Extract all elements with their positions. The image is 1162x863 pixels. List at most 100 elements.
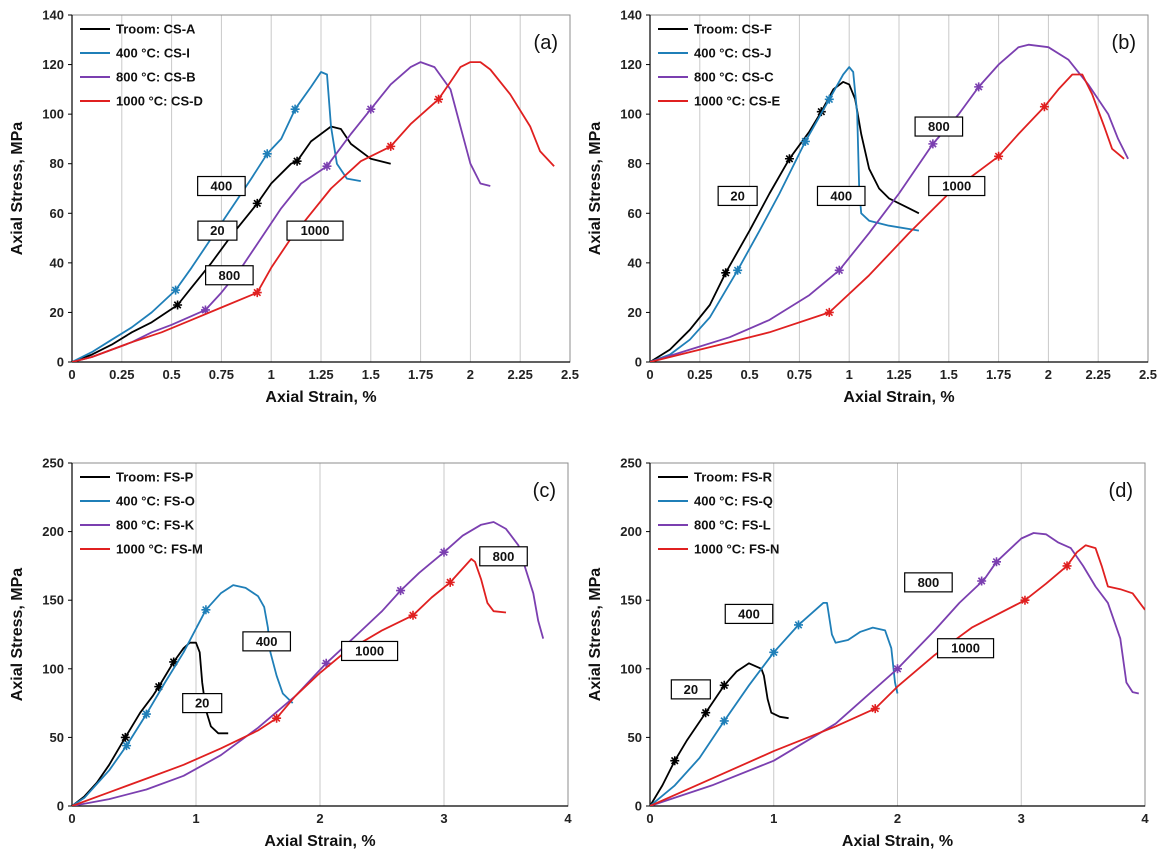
series-line-4 bbox=[72, 558, 507, 806]
data-marker bbox=[366, 104, 376, 114]
y-tick-label: 40 bbox=[628, 255, 642, 270]
data-marker bbox=[1020, 595, 1030, 605]
x-tick-label: 1 bbox=[192, 811, 199, 826]
y-tick-label: 250 bbox=[42, 456, 64, 471]
data-marker bbox=[120, 732, 130, 742]
data-marker bbox=[439, 547, 449, 557]
data-marker bbox=[141, 709, 151, 719]
data-marker bbox=[1062, 561, 1072, 571]
x-axis-title: Axial Strain, % bbox=[264, 833, 375, 850]
data-marker bbox=[769, 647, 779, 657]
y-axis-title: Axial Stress, MPa bbox=[9, 568, 26, 702]
annotation-label: 20 bbox=[195, 696, 209, 711]
x-tick-label: 2 bbox=[316, 811, 323, 826]
data-marker bbox=[173, 300, 183, 310]
data-marker bbox=[784, 154, 794, 164]
x-tick-label: 2 bbox=[467, 367, 474, 382]
data-marker bbox=[824, 94, 834, 104]
y-tick-label: 60 bbox=[50, 206, 64, 221]
data-marker bbox=[445, 577, 455, 587]
y-tick-label: 140 bbox=[620, 8, 642, 23]
annotation-box bbox=[197, 175, 246, 197]
series-line-4 bbox=[72, 61, 555, 362]
data-marker bbox=[719, 716, 729, 726]
legend-entry: 1000 °C: CS-D bbox=[116, 94, 203, 109]
annotation-label: 400 bbox=[738, 606, 760, 621]
x-tick-label: 1.5 bbox=[362, 367, 380, 382]
data-marker bbox=[794, 620, 803, 630]
y-axis-title: Axial Stress, MPa bbox=[587, 122, 604, 256]
series-line-4 bbox=[650, 73, 1125, 362]
series-line-3 bbox=[72, 521, 545, 806]
x-tick-label: 1 bbox=[846, 367, 853, 382]
annotation-box bbox=[286, 220, 344, 241]
y-tick-label: 60 bbox=[628, 206, 642, 221]
data-marker bbox=[870, 704, 880, 714]
panel-label: (d) bbox=[1109, 480, 1133, 502]
annotation-label: 1000 bbox=[951, 641, 980, 656]
data-marker bbox=[252, 288, 262, 298]
annotation-label: 1000 bbox=[355, 643, 384, 658]
data-marker bbox=[824, 307, 834, 317]
annotation-box bbox=[182, 692, 223, 714]
y-tick-label: 150 bbox=[42, 593, 64, 608]
y-tick-label: 80 bbox=[628, 156, 642, 171]
x-tick-label: 3 bbox=[440, 811, 447, 826]
legend-entry: 1000 °C: FS-M bbox=[116, 542, 203, 557]
data-marker bbox=[994, 151, 1004, 161]
annotation-label: 800 bbox=[918, 575, 940, 590]
data-marker bbox=[977, 576, 987, 586]
annotation-label: 400 bbox=[211, 179, 233, 194]
y-tick-label: 0 bbox=[57, 355, 64, 370]
series-line-3 bbox=[650, 532, 1139, 806]
x-tick-label: 0.5 bbox=[741, 367, 759, 382]
annotation-label: 800 bbox=[219, 268, 241, 283]
annotation-box bbox=[205, 265, 254, 286]
data-marker bbox=[408, 610, 418, 620]
y-tick-label: 20 bbox=[50, 305, 64, 320]
x-tick-label: 4 bbox=[564, 811, 572, 826]
y-tick-label: 120 bbox=[42, 57, 64, 72]
data-marker bbox=[893, 664, 902, 674]
panel-label: (b) bbox=[1112, 32, 1136, 54]
y-tick-label: 200 bbox=[42, 524, 64, 539]
x-tick-label: 0 bbox=[68, 367, 75, 382]
data-marker bbox=[272, 713, 282, 723]
data-marker bbox=[701, 708, 711, 718]
y-axis-title: Axial Stress, MPa bbox=[587, 568, 604, 702]
y-tick-label: 120 bbox=[620, 57, 642, 72]
annotation-label: 400 bbox=[830, 188, 852, 203]
y-tick-label: 0 bbox=[57, 799, 64, 814]
legend-entry: 400 °C: CS-J bbox=[694, 46, 771, 61]
data-marker bbox=[800, 136, 810, 146]
legend-entry: 400 °C: FS-O bbox=[116, 494, 195, 509]
y-tick-label: 150 bbox=[620, 593, 642, 608]
x-tick-label: 2 bbox=[1045, 367, 1052, 382]
x-tick-label: 2.25 bbox=[1086, 367, 1111, 382]
series-group bbox=[72, 521, 545, 806]
x-tick-label: 1.75 bbox=[408, 367, 433, 382]
legend-entry: Troom: FS-P bbox=[116, 470, 194, 485]
data-marker bbox=[201, 605, 211, 615]
series-line-1 bbox=[72, 641, 229, 806]
x-tick-label: 4 bbox=[1141, 811, 1149, 826]
annotation-box bbox=[670, 679, 711, 700]
data-marker bbox=[974, 82, 984, 92]
y-tick-label: 0 bbox=[635, 355, 642, 370]
annotation-label: 800 bbox=[493, 549, 515, 564]
y-tick-label: 100 bbox=[42, 661, 64, 676]
y-tick-label: 100 bbox=[620, 661, 642, 676]
legend-entry: 1000 °C: FS-N bbox=[694, 542, 779, 557]
y-tick-label: 100 bbox=[620, 107, 642, 122]
y-axis-title: Axial Stress, MPa bbox=[9, 122, 26, 256]
x-tick-label: 1.25 bbox=[886, 367, 911, 382]
annotation-label: 20 bbox=[210, 223, 224, 238]
series-line-2 bbox=[72, 71, 361, 362]
y-tick-label: 80 bbox=[50, 156, 64, 171]
y-tick-label: 40 bbox=[50, 255, 64, 270]
x-tick-label: 0.5 bbox=[163, 367, 181, 382]
data-marker bbox=[386, 141, 396, 151]
annotation-label: 400 bbox=[256, 634, 278, 649]
x-tick-label: 0 bbox=[68, 811, 75, 826]
